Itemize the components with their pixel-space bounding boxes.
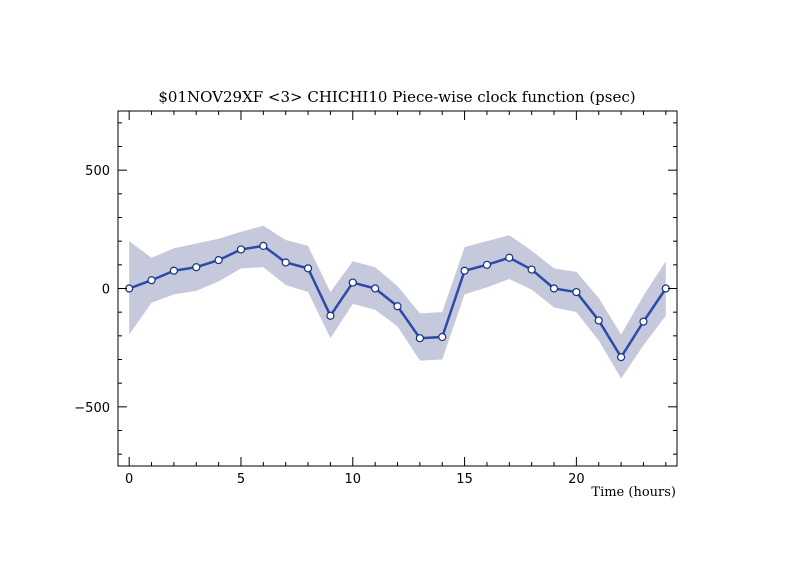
data-point — [393, 302, 402, 311]
data-point — [572, 287, 581, 297]
x-axis-label: Time (hours) — [591, 485, 676, 500]
axes-frame — [117, 110, 678, 467]
data-point — [236, 245, 246, 254]
data-point — [169, 266, 178, 275]
data-point — [281, 258, 290, 267]
data-point-layer — [125, 241, 670, 362]
data-point — [348, 278, 357, 287]
data-point — [259, 241, 268, 250]
x-tick-label: 20 — [568, 472, 585, 487]
y-tick-label: 0 — [102, 283, 110, 298]
data-point — [438, 332, 447, 342]
x-tick-label: 5 — [237, 472, 245, 487]
data-point — [616, 353, 626, 362]
data-point — [549, 284, 559, 293]
y-tick-label: −500 — [74, 401, 110, 416]
data-point — [192, 263, 201, 272]
uncertainty-band — [129, 225, 666, 379]
data-point — [505, 253, 514, 262]
x-tick-label: 15 — [456, 472, 473, 487]
x-tick-label: 0 — [125, 472, 133, 487]
data-point — [482, 260, 492, 269]
y-tick-label: 500 — [85, 164, 110, 179]
data-point — [303, 264, 313, 273]
data-point — [460, 266, 469, 275]
x-tick-label: 10 — [345, 472, 362, 487]
data-point — [527, 265, 536, 274]
data-point — [326, 311, 335, 320]
data-point — [214, 256, 223, 265]
data-point — [594, 316, 603, 325]
chart-title: $01NOV29XF <3> CHICHI10 Piece-wise clock… — [158, 88, 635, 106]
data-point — [639, 317, 648, 326]
data-point — [371, 284, 380, 293]
data-point — [147, 276, 156, 285]
data-point — [415, 334, 424, 343]
uncertainty-band-layer — [129, 225, 666, 379]
tick-labels: 0 5 10 15 20 −500 0 500 — [74, 164, 584, 487]
